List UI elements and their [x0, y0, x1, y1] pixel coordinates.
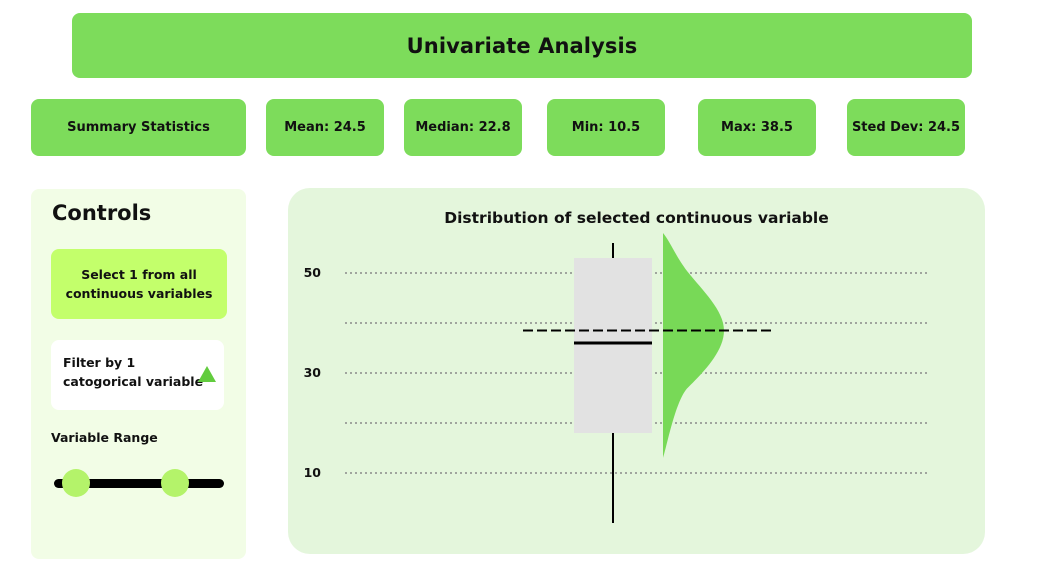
page-title: Univariate Analysis — [406, 33, 638, 58]
filter-label-line2: catogorical variable — [63, 374, 204, 389]
box-iqr — [574, 258, 652, 433]
chart-title: Distribution of selected continuous vari… — [444, 209, 829, 227]
min-card: Min: 10.5 — [547, 99, 665, 156]
summary-statistics-card: Summary Statistics — [31, 99, 246, 156]
filter-label-line1: Filter by 1 — [63, 355, 136, 370]
distribution-chart: 50 30 10 — [304, 233, 929, 523]
range-slider-max-handle[interactable] — [160, 469, 189, 497]
y-tick-label: 30 — [304, 365, 322, 380]
median-card: Median: 22.8 — [404, 99, 522, 156]
filter-categorical-dropdown[interactable]: Filter by 1 catogorical variable — [51, 340, 224, 410]
variable-range-label: Variable Range — [51, 430, 158, 445]
std-dev-card: Sted Dev: 24.5 — [847, 99, 965, 156]
triangle-up-icon[interactable] — [198, 366, 216, 382]
select-variable-label-line1: Select 1 from all — [81, 267, 197, 282]
header-bar: Univariate Analysis — [72, 13, 972, 78]
y-tick-label: 10 — [304, 465, 322, 480]
y-tick-label: 50 — [304, 265, 322, 280]
density-curve — [663, 233, 724, 458]
max-card: Max: 38.5 — [698, 99, 816, 156]
chart-panel: Distribution of selected continuous vari… — [288, 188, 985, 554]
filter-label: Filter by 1 catogorical variable — [63, 353, 203, 391]
controls-panel: Controls Select 1 from all continuous va… — [31, 189, 246, 559]
range-slider-track[interactable] — [54, 479, 224, 488]
select-variable-button[interactable]: Select 1 from all continuous variables — [51, 249, 227, 319]
mean-card: Mean: 24.5 — [266, 99, 384, 156]
range-slider-min-handle[interactable] — [62, 469, 91, 497]
controls-title: Controls — [52, 201, 152, 225]
select-variable-label-line2: continuous variables — [65, 286, 213, 301]
